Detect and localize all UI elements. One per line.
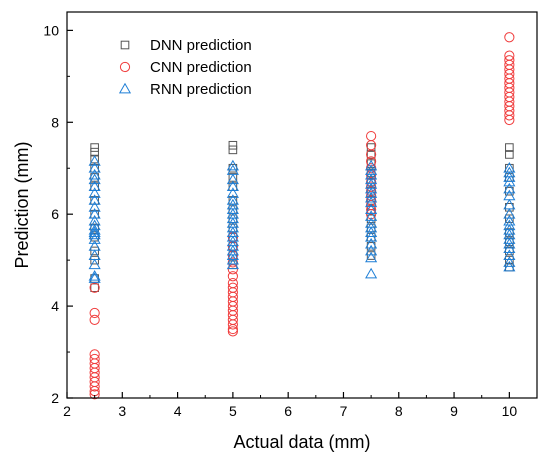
data-point bbox=[88, 194, 101, 205]
data-point bbox=[88, 168, 101, 180]
data-point bbox=[366, 140, 377, 151]
data-point bbox=[365, 191, 378, 203]
data-point bbox=[365, 267, 378, 279]
data-point bbox=[365, 226, 378, 237]
legend-label: CNN prediction bbox=[150, 59, 252, 76]
x-tick-label: 6 bbox=[284, 403, 292, 419]
data-point bbox=[503, 249, 516, 260]
data-point bbox=[88, 258, 101, 270]
data-point bbox=[503, 182, 516, 194]
y-tick-label: 4 bbox=[51, 298, 59, 314]
data-point bbox=[88, 180, 101, 192]
data-point bbox=[226, 258, 239, 270]
data-point bbox=[504, 114, 515, 126]
data-point bbox=[88, 228, 101, 240]
y-tick-label: 10 bbox=[43, 22, 59, 38]
data-point bbox=[365, 244, 378, 256]
y-tick-label: 8 bbox=[51, 114, 59, 130]
data-point bbox=[504, 32, 515, 43]
y-tick-label: 6 bbox=[51, 206, 59, 222]
data-point bbox=[365, 251, 378, 263]
data-point bbox=[89, 389, 100, 400]
legend-marker-square bbox=[120, 40, 130, 50]
plot-frame bbox=[66, 11, 538, 399]
data-point bbox=[365, 230, 378, 242]
data-point bbox=[503, 237, 516, 249]
data-point bbox=[227, 271, 238, 282]
legend-marker-circle bbox=[119, 61, 131, 73]
series-square bbox=[90, 140, 514, 293]
x-tick-label: 5 bbox=[229, 403, 237, 419]
x-tick-label: 10 bbox=[502, 403, 518, 419]
data-point bbox=[89, 282, 100, 293]
x-tick-label: 7 bbox=[340, 403, 348, 419]
data-point bbox=[88, 207, 101, 219]
data-point bbox=[88, 187, 101, 198]
data-point bbox=[90, 246, 99, 256]
y-tick-label: 2 bbox=[51, 390, 59, 406]
data-points bbox=[88, 32, 516, 400]
data-point bbox=[365, 196, 378, 208]
data-point bbox=[90, 283, 99, 293]
data-point bbox=[88, 173, 101, 185]
data-point bbox=[227, 323, 238, 335]
data-point bbox=[90, 143, 99, 152]
data-point bbox=[88, 201, 101, 212]
axis-ticks: 2 3 4 5 6 7 8 9 10 2 4 6 8 10 bbox=[43, 22, 517, 419]
x-tick-label: 8 bbox=[395, 403, 403, 419]
data-point bbox=[226, 180, 239, 192]
data-point bbox=[365, 203, 378, 214]
x-tick-label: 4 bbox=[174, 403, 182, 419]
data-point bbox=[88, 226, 101, 237]
data-point bbox=[365, 210, 378, 221]
data-point bbox=[89, 307, 100, 319]
data-point bbox=[503, 175, 516, 187]
data-point bbox=[226, 159, 239, 171]
data-point bbox=[503, 256, 516, 267]
data-point bbox=[503, 207, 516, 219]
data-point bbox=[227, 319, 238, 330]
x-tick-label: 9 bbox=[450, 403, 458, 419]
data-point bbox=[503, 260, 516, 272]
data-point bbox=[88, 162, 101, 173]
data-point bbox=[366, 149, 377, 160]
legend-label: RNN prediction bbox=[150, 81, 252, 98]
data-point bbox=[503, 171, 516, 182]
data-point bbox=[228, 145, 238, 155]
data-point bbox=[88, 270, 101, 281]
data-point bbox=[505, 150, 514, 159]
legend: DNN prediction CNN prediction RNN predicti… bbox=[118, 37, 252, 98]
data-point bbox=[503, 242, 516, 254]
data-point bbox=[504, 110, 515, 121]
data-point bbox=[89, 314, 100, 325]
data-point bbox=[88, 155, 101, 166]
data-point bbox=[90, 255, 99, 265]
x-axis-title: Actual data (mm) bbox=[233, 432, 370, 452]
data-point bbox=[88, 272, 101, 283]
x-tick-label: 3 bbox=[118, 403, 126, 419]
x-tick-label: 2 bbox=[63, 403, 71, 419]
data-point bbox=[227, 326, 238, 337]
data-point bbox=[89, 381, 100, 392]
data-point bbox=[366, 150, 376, 159]
y-axis-title: Prediction (mm) bbox=[12, 141, 32, 268]
data-point bbox=[505, 143, 514, 152]
data-point bbox=[227, 264, 238, 275]
legend-marker-triangle bbox=[118, 82, 132, 94]
series-triangle bbox=[88, 155, 516, 283]
data-point bbox=[226, 187, 239, 198]
data-point bbox=[366, 130, 377, 142]
legend-label: DNN prediction bbox=[150, 37, 252, 54]
data-point bbox=[226, 253, 239, 265]
data-point bbox=[88, 233, 101, 244]
data-point bbox=[228, 140, 238, 150]
data-point bbox=[226, 173, 239, 185]
data-point bbox=[365, 237, 378, 249]
